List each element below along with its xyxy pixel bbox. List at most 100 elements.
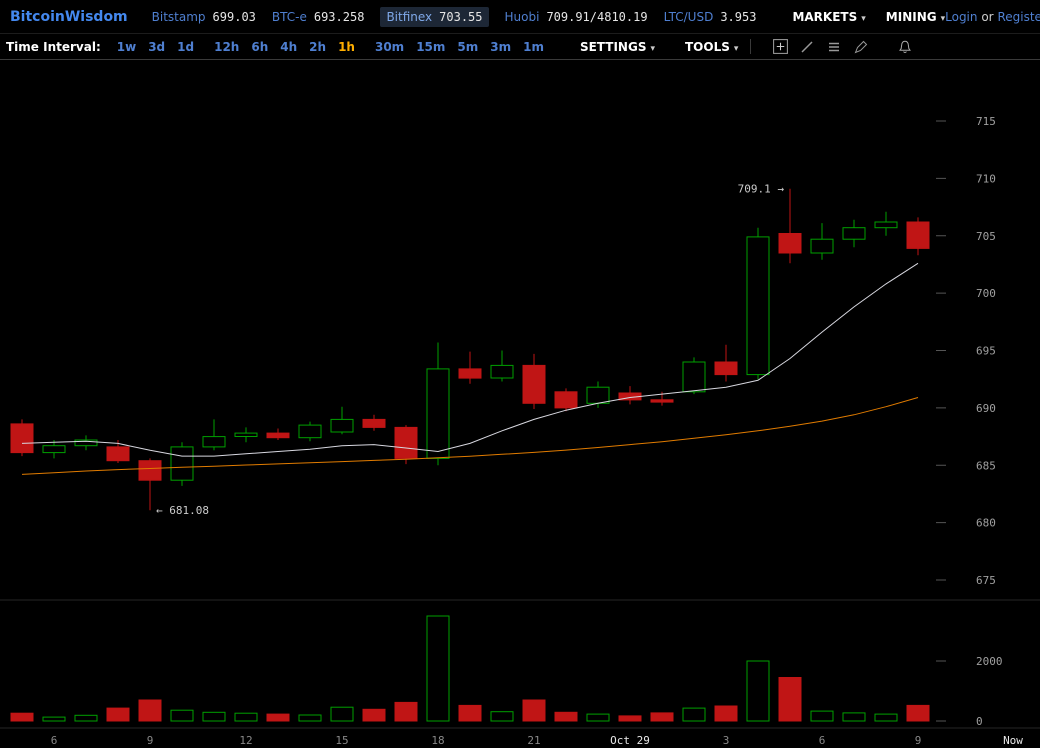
market-link-huobi[interactable]: Huobi (504, 9, 540, 24)
candle-14 (458, 368, 482, 379)
price-tick-label: 695 (976, 345, 996, 358)
tools-menu-label: TOOLS (685, 39, 730, 54)
price-annotation: ← 681.08 (156, 504, 209, 517)
interval-1h[interactable]: 1h (338, 39, 355, 54)
settings-menu[interactable]: SETTINGS ▾ (580, 40, 655, 54)
market-link-bitfinex[interactable]: Bitfinex (386, 9, 433, 24)
volume-bar-13 (426, 615, 450, 722)
candle-22 (714, 361, 738, 376)
interval-4h[interactable]: 4h (280, 39, 298, 54)
volume-bar-11 (362, 708, 386, 722)
volume-bar-26 (842, 712, 866, 722)
ma-fast-line (21, 262, 919, 457)
candle-17 (554, 391, 578, 409)
candles (10, 188, 930, 511)
volume-bar-5 (170, 709, 194, 722)
chart-canvas[interactable]: 675 680 685 690 695 700 705 710 715 0 2000 6 9 12 15 18… (0, 60, 1040, 748)
volume-bar-16 (522, 699, 546, 722)
market-link-ltcusd[interactable]: LTC/USD (663, 9, 714, 24)
volume-bar-0 (10, 712, 34, 722)
candle-27 (874, 221, 898, 229)
market-bitstamp: Bitstamp 699.03 (152, 10, 256, 24)
chevron-down-icon: ▾ (733, 43, 739, 54)
price-tick-label: 690 (976, 402, 996, 415)
time-axis-label: Oct 29 (610, 734, 650, 747)
chevron-down-icon: ▾ (940, 13, 946, 24)
time-axis-label: 6 (51, 734, 58, 747)
volume-bar-27 (874, 713, 898, 722)
chart-area[interactable]: 675 680 685 690 695 700 705 710 715 0 2000 6 9 12 15 18… (0, 60, 1040, 748)
volume-bars (10, 615, 930, 722)
volume-bar-22 (714, 705, 738, 722)
interval-3m[interactable]: 3m (490, 39, 512, 54)
volume-bar-24 (778, 677, 802, 722)
ma-slow-line (21, 397, 919, 475)
register-link[interactable]: Register (997, 9, 1040, 24)
candle-26 (842, 227, 866, 240)
interval-1d[interactable]: 1d (177, 39, 195, 54)
crosshair-icon[interactable] (770, 37, 790, 57)
time-axis-label: 6 (819, 734, 826, 747)
price-tick-label: 680 (976, 517, 996, 530)
market-price-ltcusd: 3.953 (720, 9, 757, 24)
bell-icon[interactable] (895, 37, 915, 57)
interval-1m[interactable]: 1m (523, 39, 544, 54)
price-tick-label: 710 (976, 172, 996, 185)
volume-bar-19 (618, 715, 642, 722)
candle-25 (810, 238, 834, 254)
logo[interactable]: BitcoinWisdom (10, 8, 128, 25)
candle-20 (650, 399, 674, 403)
time-axis-label: 3 (723, 734, 730, 747)
price-tick-label: 675 (976, 574, 996, 587)
candle-11 (362, 418, 386, 428)
interval-6h[interactable]: 6h (251, 39, 269, 54)
price-tick-label: 715 (976, 115, 996, 128)
interval-3d[interactable]: 3d (148, 39, 166, 54)
interval-30m[interactable]: 30m (374, 39, 405, 54)
interval-5m[interactable]: 5m (457, 39, 479, 54)
trendline-icon[interactable] (797, 37, 817, 57)
candle-24 (778, 233, 802, 254)
login-link[interactable]: Login (945, 9, 978, 24)
volume-bar-4 (138, 699, 162, 722)
candle-3 (106, 446, 130, 462)
volume-bar-1 (42, 716, 66, 722)
interval-2h[interactable]: 2h (309, 39, 327, 54)
market-link-btce[interactable]: BTC-e (271, 9, 307, 24)
market-huobi: Huobi 709.91/4810.19 (505, 10, 648, 24)
interval-15m[interactable]: 15m (416, 39, 446, 54)
time-axis-label: 18 (431, 734, 444, 747)
market-btce: BTC-e 693.258 (272, 10, 365, 24)
volume-bar-28 (906, 704, 930, 722)
volume-bar-10 (330, 706, 354, 722)
candle-4 (138, 460, 162, 481)
brush-icon[interactable] (851, 37, 871, 57)
candle-28 (906, 221, 930, 249)
candle-1 (42, 445, 66, 454)
markets-menu-label: MARKETS (792, 9, 858, 24)
time-axis-label: 12 (239, 734, 252, 747)
interval-12h[interactable]: 12h (214, 39, 240, 54)
interval-1w[interactable]: 1w (116, 39, 137, 54)
volume-bar-8 (266, 713, 290, 722)
tools-menu[interactable]: TOOLS ▾ (685, 40, 738, 54)
mining-menu[interactable]: MINING ▾ (886, 10, 945, 24)
indicators-icon[interactable] (824, 37, 844, 57)
market-price-huobi: 709.91/4810.19 (546, 9, 648, 24)
time-axis-label: Now (1003, 734, 1023, 747)
auth-or-text: or (981, 9, 994, 24)
volume-bar-3 (106, 707, 130, 722)
markets-menu[interactable]: MARKETS ▾ (792, 10, 865, 24)
candle-12 (394, 426, 418, 459)
volume-bar-18 (586, 713, 610, 722)
candle-13 (426, 368, 450, 459)
toolbar-divider (750, 39, 752, 54)
time-interval-label: Time Interval: (6, 39, 101, 54)
volume-bar-9 (298, 714, 322, 722)
candle-18 (586, 386, 610, 404)
volume-bar-15 (490, 711, 514, 722)
market-link-bitstamp[interactable]: Bitstamp (151, 9, 206, 24)
candle-15 (490, 364, 514, 379)
time-axis-label: 9 (147, 734, 154, 747)
chevron-down-icon: ▾ (650, 43, 655, 54)
